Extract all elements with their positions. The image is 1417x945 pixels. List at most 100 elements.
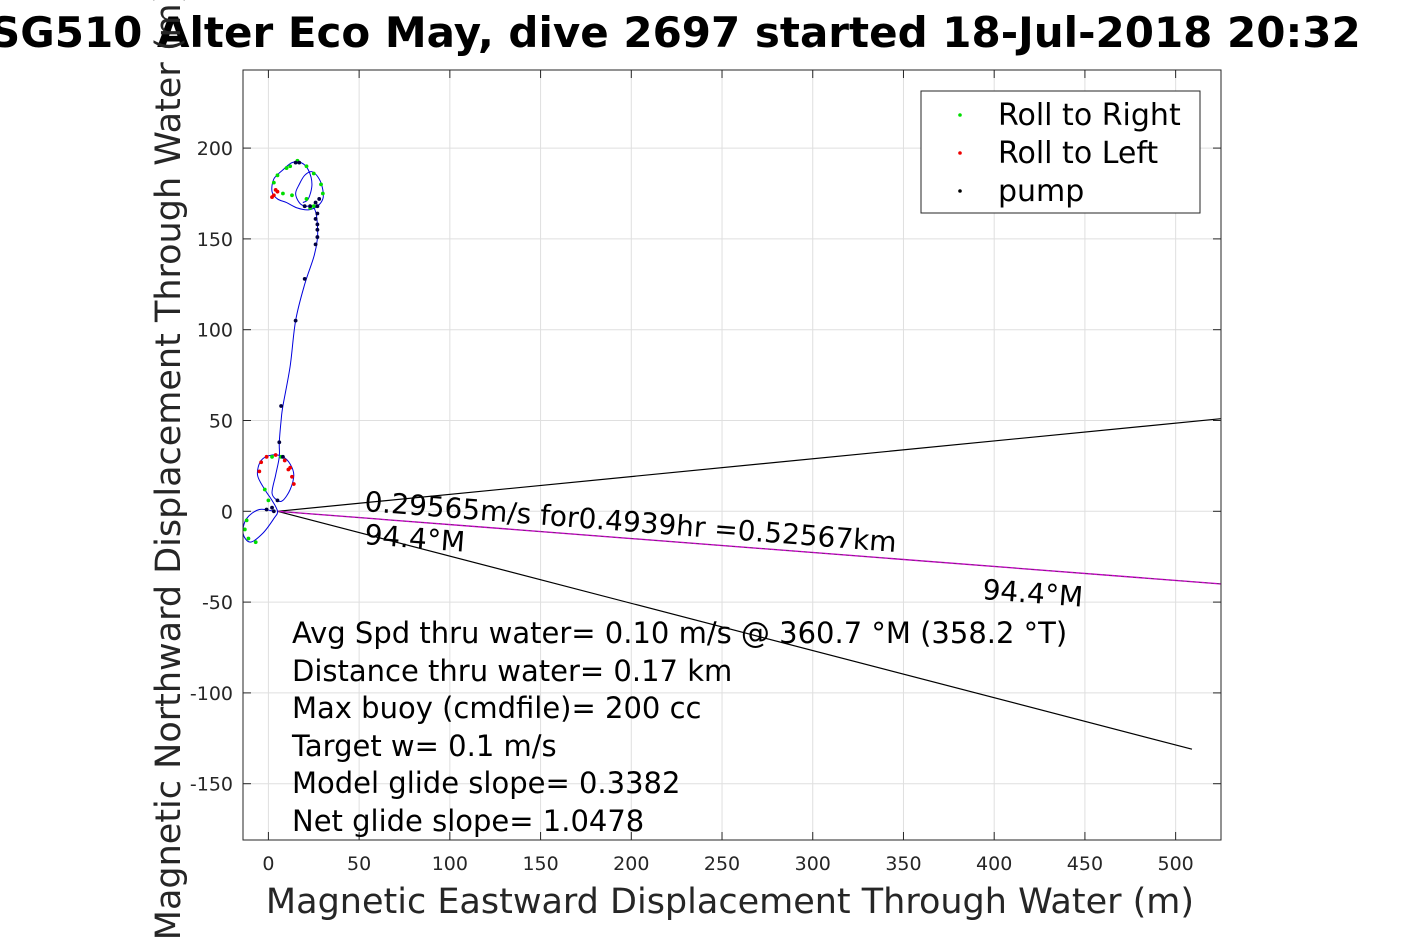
y-tick-label: 150 (197, 229, 233, 251)
roll-right-point (262, 487, 267, 492)
roll-left-point (282, 458, 287, 463)
pump-point (313, 242, 318, 247)
stat-distance: Distance thru water= 0.17 km (292, 654, 732, 688)
roll-right-point (304, 197, 309, 201)
pump-point (317, 197, 322, 201)
y-tick-label: 200 (197, 138, 233, 160)
y-axis-label: Magnetic Northward Displacement Through … (149, 0, 189, 940)
x-tick-label: 150 (522, 853, 558, 875)
pump-point (315, 235, 320, 239)
y-axis-ticks: 200 150 100 50 0 -50 -100 -150 (190, 138, 1221, 796)
stat-model-glide: Model glide slope= 0.3382 (292, 766, 680, 800)
roll-right-point (266, 498, 271, 503)
roll-right-point (281, 191, 285, 196)
roll-left-point (257, 469, 262, 474)
current-heading-annotation: 94.4°M (363, 518, 466, 559)
x-tick-label: 500 (1158, 853, 1194, 875)
pump-point (271, 509, 276, 514)
legend-label-right: Roll to Right (998, 98, 1181, 133)
pump-point (313, 217, 318, 221)
x-tick-label: 200 (613, 853, 649, 875)
pump-point (302, 204, 307, 209)
plot-frame (242, 69, 1222, 841)
pump-point (293, 318, 298, 323)
x-tick-label: 100 (432, 853, 468, 875)
pump-point (315, 211, 320, 216)
heading-cone (277, 418, 1221, 750)
x-tick-label: 250 (704, 853, 740, 875)
pump-point (293, 160, 298, 165)
roll-right-point (243, 527, 247, 532)
roll-left-point (290, 474, 294, 479)
cone-line (277, 418, 1221, 512)
roll-right-point (311, 171, 316, 176)
pump-point (275, 498, 280, 503)
roll-right-point (246, 536, 251, 541)
dive-stats: Avg Spd thru water= 0.10 m/s @ 360.7 °M … (291, 616, 1067, 838)
roll-right-point (304, 164, 309, 169)
chart-title: SG510 Alter Eco May, dive 2697 started 1… (0, 8, 1361, 57)
stat-avg-speed: Avg Spd thru water= 0.10 m/s @ 360.7 °M … (292, 616, 1067, 650)
pump-point (297, 160, 302, 165)
stat-net-glide: Net glide slope= 1.0478 (292, 804, 644, 838)
roll-left-point (264, 454, 269, 459)
roll-right-point (319, 182, 323, 187)
current-vector (277, 510, 1221, 585)
legend-marker-pump (958, 189, 962, 193)
x-tick-label: 450 (1067, 853, 1103, 875)
roll-left-point (271, 193, 276, 198)
roll-right-point (270, 454, 274, 459)
pump-point (270, 505, 274, 510)
y-tick-label: 100 (197, 320, 233, 342)
legend-label-left: Roll to Left (998, 136, 1158, 171)
x-tick-label: 300 (795, 853, 831, 875)
roll-left-point (291, 482, 296, 486)
current-line-dash (277, 510, 1221, 585)
roll-left-point (273, 453, 278, 457)
legend-marker-right (958, 113, 962, 117)
cone-line (277, 510, 1193, 750)
y-tick-label: -50 (202, 592, 233, 614)
roll-right-point (290, 193, 294, 198)
x-tick-label: 0 (262, 853, 274, 875)
roll-pump-markers (243, 158, 325, 545)
y-tick-label: -100 (190, 683, 233, 705)
pump-point (264, 507, 269, 512)
roll-right-point (253, 540, 258, 545)
roll-right-point (311, 204, 316, 209)
roll-right-point (244, 518, 249, 523)
roll-left-point (259, 460, 264, 465)
roll-left-point (286, 467, 291, 472)
legend-box (920, 90, 1201, 214)
pump-point (315, 222, 320, 227)
x-axis-ticks: 0 50 100 150 200 250 300 350 400 450 500 (262, 70, 1194, 875)
pump-point (277, 440, 282, 445)
pump-point (308, 204, 313, 209)
stat-target-w: Target w= 0.1 m/s (291, 729, 557, 763)
pump-point (302, 276, 307, 281)
x-tick-label: 400 (976, 853, 1012, 875)
pump-point (281, 454, 285, 459)
y-tick-label: 0 (221, 501, 233, 523)
legend-marker-left (958, 151, 962, 155)
current-heading-end-annotation: 94.4°M (981, 573, 1084, 614)
roll-left-point (275, 189, 280, 194)
x-tick-label: 50 (347, 853, 371, 875)
pump-point (279, 404, 284, 408)
y-tick-label: -150 (190, 774, 233, 796)
x-tick-label: 350 (885, 853, 921, 875)
roll-right-point (284, 166, 289, 170)
x-axis-label: Magnetic Eastward Displacement Through W… (266, 882, 1194, 922)
legend-label-pump: pump (998, 174, 1084, 209)
roll-right-point (320, 191, 325, 196)
stat-max-buoy: Max buoy (cmdfile)= 200 cc (292, 691, 701, 725)
roll-right-point (275, 173, 280, 178)
legend: Roll to Right Roll to Left pump (920, 90, 1201, 214)
pump-point (315, 227, 320, 232)
pump-point (315, 204, 320, 209)
pump-point (313, 200, 318, 205)
y-tick-label: 50 (209, 410, 233, 432)
roll-right-point (288, 164, 293, 169)
roll-right-point (271, 180, 276, 185)
